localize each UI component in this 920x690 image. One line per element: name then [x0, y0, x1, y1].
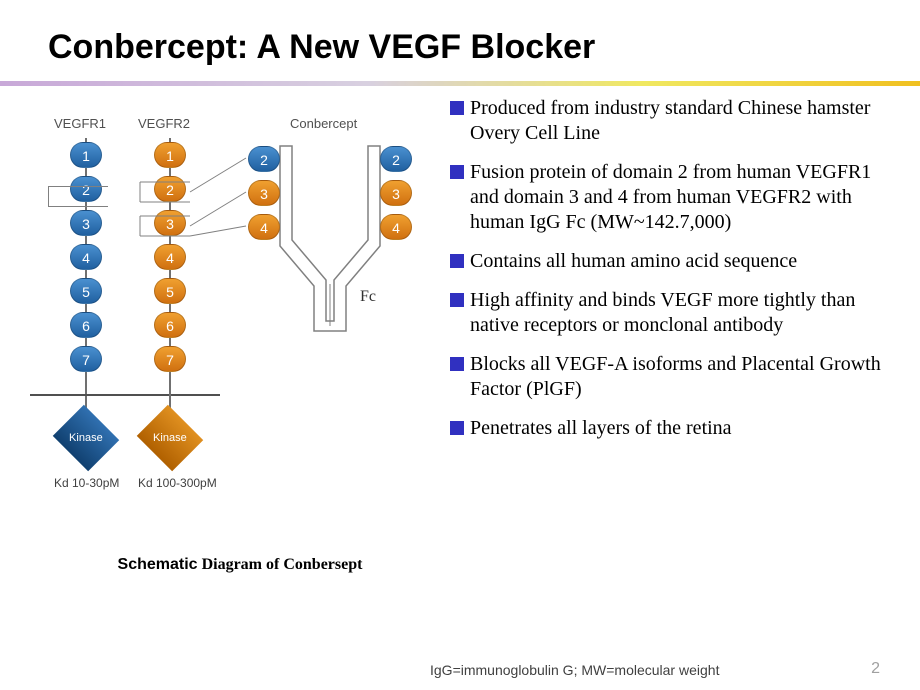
connector — [48, 186, 49, 206]
bullet-icon — [450, 421, 464, 435]
domain-vegfr1-5: 5 — [70, 278, 102, 304]
kd-vegfr2: Kd 100-300pM — [138, 476, 217, 490]
bullet-text: Fusion protein of domain 2 from human VE… — [470, 160, 900, 235]
domain-vegfr1-4: 4 — [70, 244, 102, 270]
domain-vegfr1-2: 2 — [70, 176, 102, 202]
caption-bold: Schematic — [118, 556, 198, 573]
bullet-icon — [450, 254, 464, 268]
bullet-item: High affinity and binds VEGF more tightl… — [450, 288, 900, 338]
content-area: VEGFR1 VEGFR2 Conbercept 1 2 3 4 5 6 7 Kinase Kd 10… — [0, 96, 920, 574]
membrane — [30, 394, 220, 396]
label-conbercept: Conbercept — [290, 116, 357, 131]
schematic-diagram: VEGFR1 VEGFR2 Conbercept 1 2 3 4 5 6 7 Kinase Kd 10… — [30, 116, 420, 536]
diagram-caption: Schematic Diagram of Conbersept — [30, 556, 450, 574]
bullet-text: Produced from industry standard Chinese … — [470, 96, 900, 146]
domain-conR-3: 3 — [380, 180, 412, 206]
bullet-icon — [450, 293, 464, 307]
bullet-item: Contains all human amino acid sequence — [450, 249, 900, 274]
divider-bar — [0, 81, 920, 86]
bullet-list: Produced from industry standard Chinese … — [450, 96, 900, 441]
bullet-text: High affinity and binds VEGF more tightl… — [470, 288, 900, 338]
caption-rest: Diagram of Conbersept — [198, 556, 363, 573]
kinase-vegfr2: Kinase — [137, 405, 203, 471]
bullet-text: Blocks all VEGF-A isoforms and Placental… — [470, 352, 900, 402]
domain-vegfr2-7: 7 — [154, 346, 186, 372]
bullet-icon — [450, 165, 464, 179]
domain-vegfr1-1: 1 — [70, 142, 102, 168]
bullet-icon — [450, 101, 464, 115]
bullet-item: Penetrates all layers of the retina — [450, 416, 900, 441]
bullet-item: Fusion protein of domain 2 from human VE… — [450, 160, 900, 235]
kd-vegfr1: Kd 10-30pM — [54, 476, 119, 490]
connector — [48, 186, 108, 187]
domain-conR-2: 2 — [380, 146, 412, 172]
domain-conR-4: 4 — [380, 214, 412, 240]
bullet-text: Penetrates all layers of the retina — [470, 416, 732, 441]
label-vegfr1: VEGFR1 — [54, 116, 106, 131]
slide-title: Conbercept: A New VEGF Blocker — [0, 0, 920, 81]
bullet-item: Blocks all VEGF-A isoforms and Placental… — [450, 352, 900, 402]
connector — [48, 206, 108, 207]
left-panel: VEGFR1 VEGFR2 Conbercept 1 2 3 4 5 6 7 Kinase Kd 10… — [30, 96, 450, 574]
label-vegfr2: VEGFR2 — [138, 116, 190, 131]
domain-vegfr1-3: 3 — [70, 210, 102, 236]
domain-vegfr1-7: 7 — [70, 346, 102, 372]
right-panel: Produced from industry standard Chinese … — [450, 96, 900, 574]
bullet-text: Contains all human amino acid sequence — [470, 249, 797, 274]
bullet-icon — [450, 357, 464, 371]
label-fc: Fc — [360, 288, 376, 306]
bullet-item: Produced from industry standard Chinese … — [450, 96, 900, 146]
page-number: 2 — [871, 660, 880, 678]
kinase-vegfr1: Kinase — [53, 405, 119, 471]
connector-arrows — [100, 146, 340, 326]
footnote: IgG=immunoglobulin G; MW=molecular weigh… — [430, 662, 719, 678]
domain-vegfr1-6: 6 — [70, 312, 102, 338]
